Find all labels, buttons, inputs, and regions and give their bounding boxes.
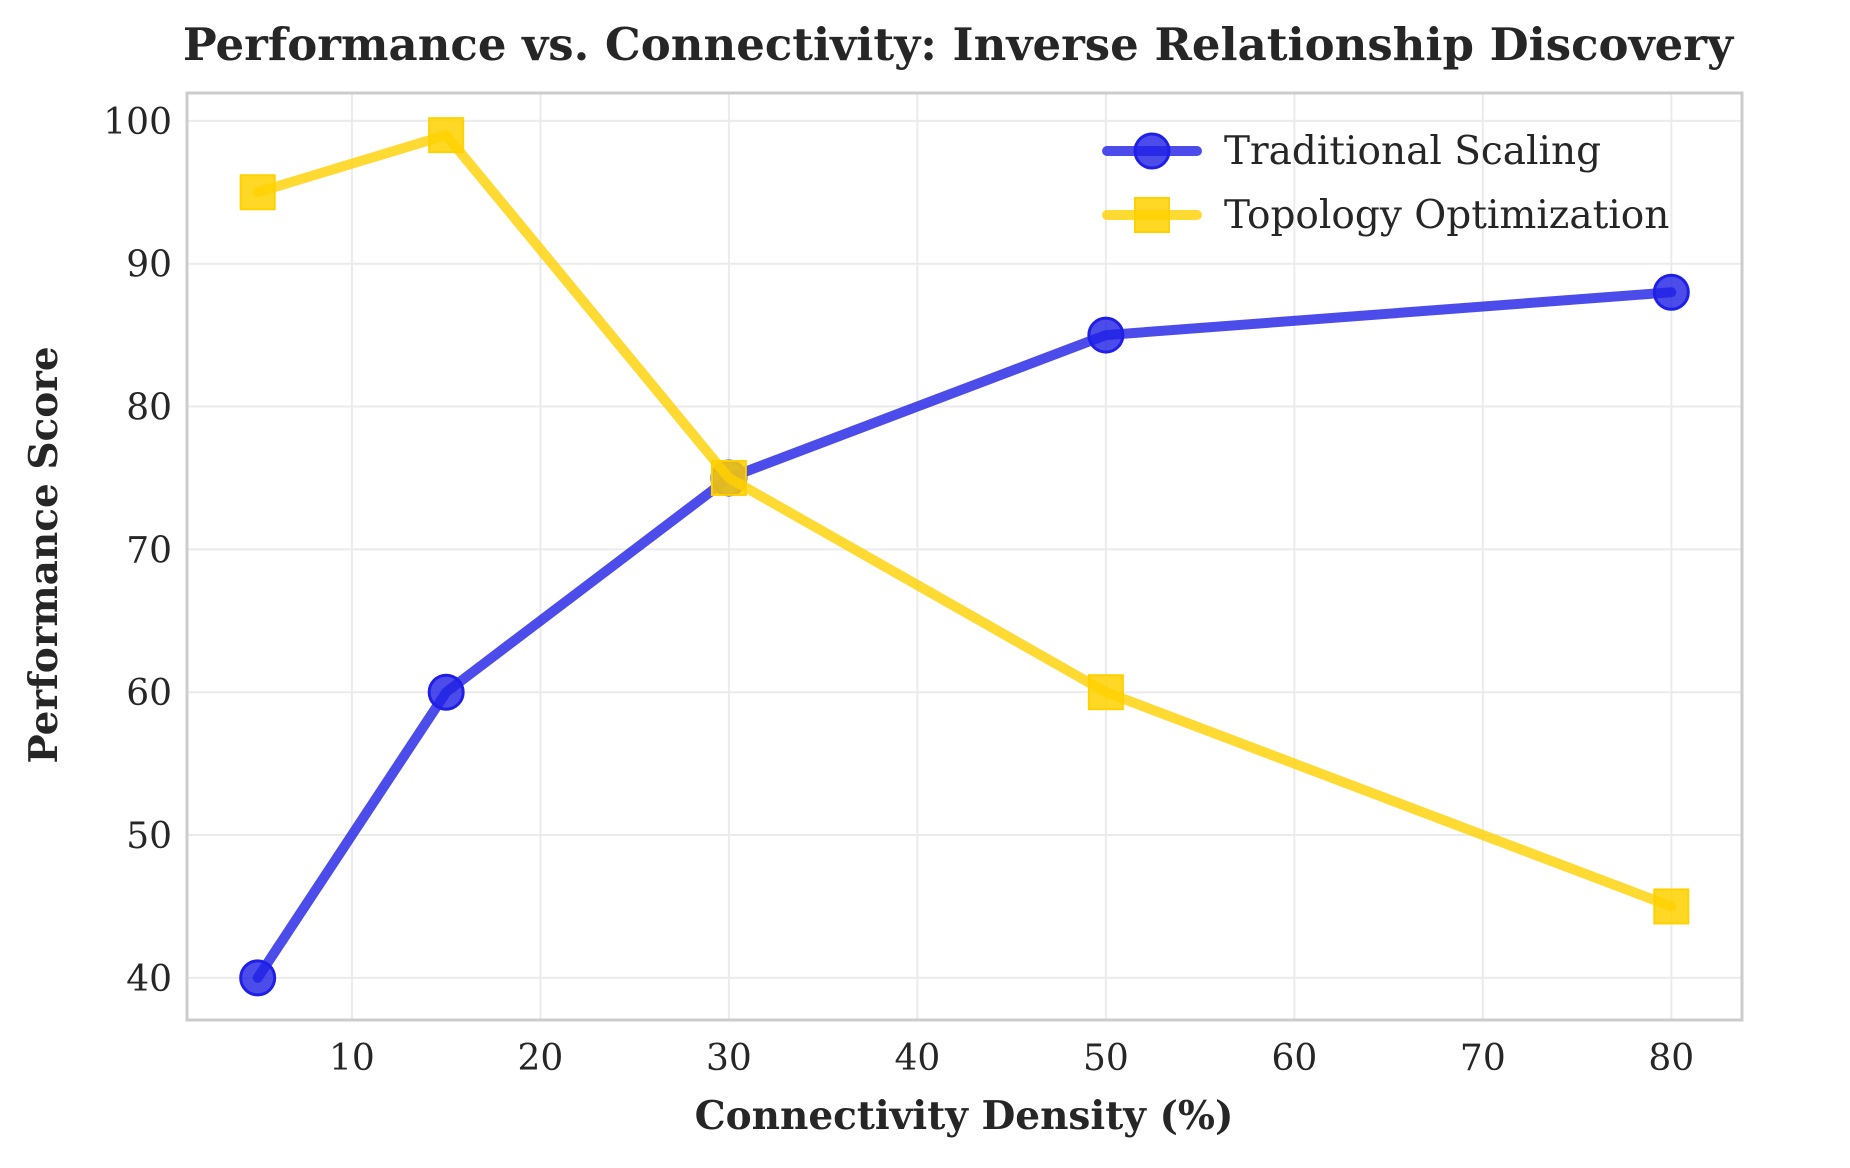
x-tick-label: 50	[1083, 1038, 1129, 1079]
data-point	[1653, 888, 1690, 925]
series-traditional-scaling	[239, 273, 1690, 997]
chart-title: Performance vs. Connectivity: Inverse Re…	[183, 18, 1735, 71]
x-tick-label: 40	[894, 1038, 940, 1079]
x-tick-label: 20	[518, 1038, 564, 1079]
x-tick-label: 60	[1271, 1038, 1317, 1079]
data-point	[710, 459, 747, 496]
x-tick-label: 10	[329, 1038, 375, 1079]
data-point	[239, 959, 277, 997]
x-tick-label: 30	[706, 1038, 752, 1079]
legend-label: Topology Optimization	[1224, 193, 1669, 238]
y-tick-label: 70	[126, 530, 172, 571]
x-axis-label: Connectivity Density (%)	[695, 1093, 1234, 1139]
data-point	[1652, 273, 1690, 311]
y-tick-label: 60	[126, 673, 172, 714]
tick-labels: 10 20 30 40 50 60 70 80 40 50 60 70 80 90 100	[103, 102, 1694, 1079]
legend: Traditional Scaling Topology Optimization	[1102, 129, 1669, 238]
x-tick-label: 80	[1648, 1038, 1694, 1079]
legend-marker	[1134, 197, 1170, 233]
y-tick-label: 40	[126, 959, 172, 1000]
series-line	[252, 287, 1677, 983]
data-point	[428, 117, 465, 154]
data-point	[427, 673, 465, 711]
legend-marker	[1133, 132, 1171, 170]
legend-item: Traditional Scaling	[1102, 129, 1601, 174]
x-tick-label: 70	[1460, 1038, 1506, 1079]
data-point	[1087, 674, 1124, 711]
series-topology-optimization	[239, 117, 1690, 925]
data-point	[1087, 316, 1125, 354]
y-tick-label: 90	[126, 245, 172, 286]
series-layer	[239, 117, 1690, 997]
y-tick-label: 80	[126, 388, 172, 429]
legend-label: Traditional Scaling	[1224, 129, 1601, 174]
y-tick-label: 100	[103, 102, 172, 143]
legend-item: Topology Optimization	[1102, 193, 1669, 238]
series-line	[252, 130, 1677, 912]
y-tick-label: 50	[126, 816, 172, 857]
data-point	[239, 174, 276, 211]
plot-frame	[185, 91, 1744, 1022]
y-axis-label: Performance Score	[21, 346, 67, 763]
